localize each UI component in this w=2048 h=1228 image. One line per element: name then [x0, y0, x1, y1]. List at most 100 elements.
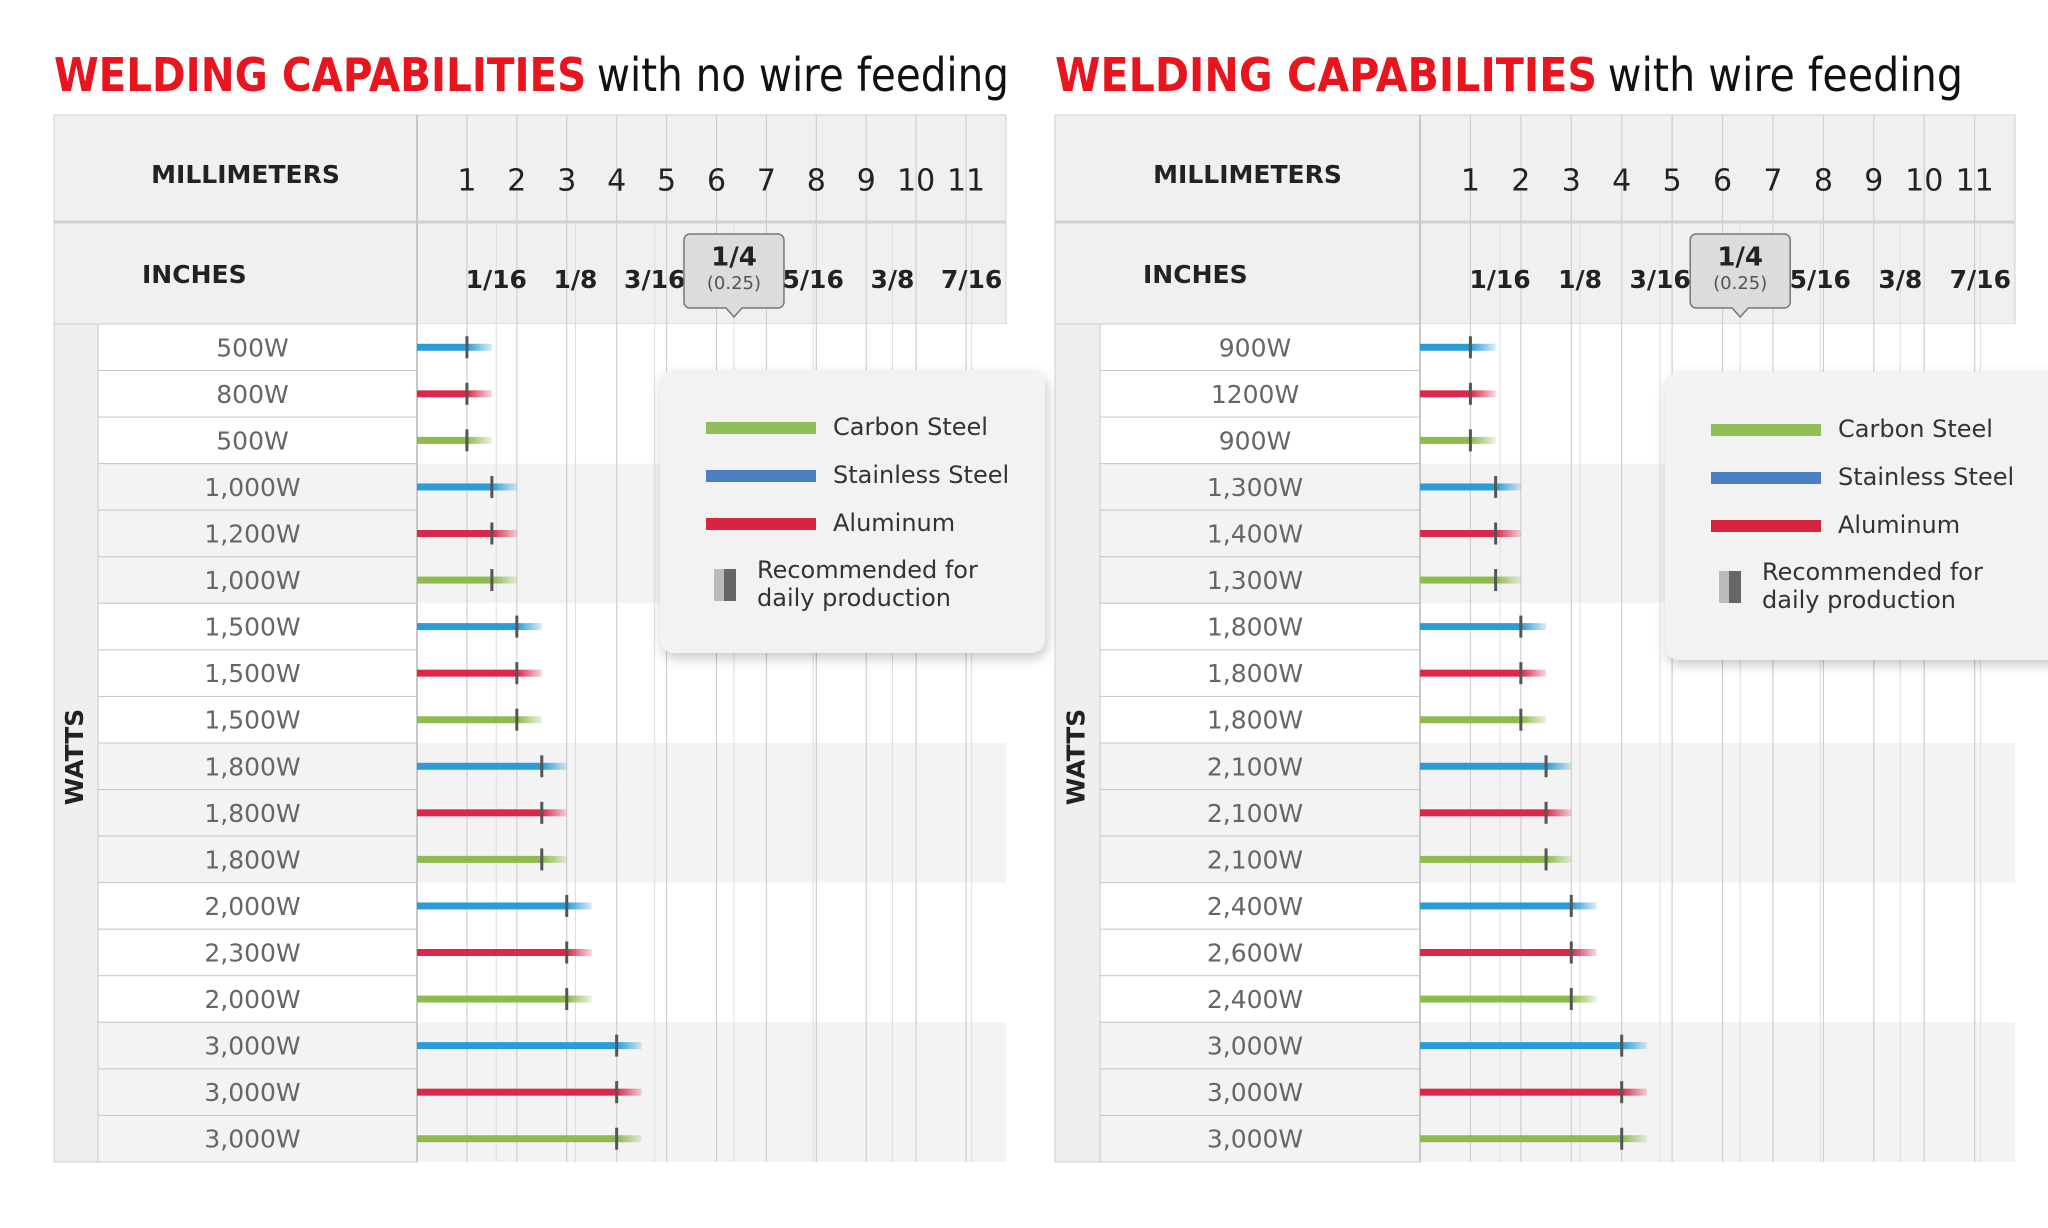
bar — [417, 995, 592, 1003]
recommended-tick — [515, 708, 519, 731]
row-label: 1,500W — [204, 659, 300, 688]
bar — [1420, 576, 1521, 584]
bar — [417, 530, 517, 537]
recommended-tick — [1544, 755, 1548, 778]
inch-tick-label: 1/16 — [1469, 265, 1530, 294]
recommended-tick — [490, 522, 494, 545]
row-label: 1,400W — [1207, 520, 1303, 549]
legend-swatch — [1711, 472, 1821, 484]
inch-tick-label: 7/16 — [1950, 265, 2011, 294]
legend-note: daily production — [1762, 586, 1956, 614]
recommended-tick — [1519, 615, 1523, 638]
recommended-tick — [1494, 522, 1498, 545]
watts-header: WATTS — [1062, 709, 1091, 806]
row-label-cell — [97, 602, 418, 651]
row-label: 1,800W — [204, 845, 300, 874]
bar — [417, 1088, 642, 1096]
inch-header: INCHES — [142, 260, 247, 289]
header-bg — [53, 114, 1007, 325]
bar — [1420, 762, 1572, 770]
recommended-tick — [465, 336, 469, 359]
mm-tick-label: 1 — [457, 164, 476, 199]
mm-tick-label: 9 — [857, 164, 876, 199]
recommended-tick — [465, 429, 469, 452]
row-label: 2,600W — [1207, 939, 1303, 968]
row-label: 1,300W — [1207, 473, 1303, 502]
row-label: 2,100W — [1207, 752, 1303, 781]
row-label: 3,000W — [1207, 1032, 1303, 1061]
recommended-tick — [1468, 429, 1472, 452]
legend-box — [660, 370, 1045, 653]
inch-tick-note: (0.25) — [707, 273, 761, 294]
mm-tick-label: 10 — [897, 164, 935, 199]
row-label: 2,100W — [1207, 799, 1303, 828]
watts-col — [53, 323, 99, 1163]
row-label: 1,800W — [1207, 659, 1303, 688]
inch-tick-label: 1/4 — [1717, 243, 1763, 273]
inch-tick-label: 3/8 — [870, 265, 914, 294]
recommended-tick — [615, 1127, 619, 1150]
row-label-cell — [97, 416, 418, 465]
row-label: 1,800W — [204, 799, 300, 828]
row-label-cell — [1099, 928, 1421, 977]
recommended-tick — [1569, 988, 1573, 1011]
row-label-cell — [97, 882, 418, 930]
mm-tick-label: 8 — [807, 164, 826, 199]
row-label-cell — [97, 556, 418, 604]
recommended-tick — [1620, 1127, 1624, 1150]
mm-tick-label: 2 — [507, 164, 526, 199]
row-label: 1,800W — [204, 752, 300, 781]
row-label: 2,000W — [204, 892, 300, 921]
recommended-tick — [490, 475, 494, 498]
mm-header: MILLIMETERS — [1153, 160, 1342, 189]
inch-tick-label: 3/8 — [1878, 265, 1922, 294]
bar — [417, 483, 517, 491]
bar — [417, 1042, 642, 1050]
recommended-tick — [1468, 336, 1472, 359]
bar — [1420, 716, 1547, 724]
mm-tick-label: 4 — [1612, 164, 1631, 199]
mm-tick-label: 10 — [1905, 164, 1943, 199]
title-rest: with wire feeding — [1608, 48, 1963, 102]
legend-note: Recommended for — [1762, 558, 1983, 586]
bar — [1420, 1135, 1647, 1143]
row-label-cell — [97, 975, 418, 1023]
mm-tick-label: 6 — [707, 164, 726, 199]
row-label: 900W — [1219, 426, 1291, 455]
recommended-tick — [465, 382, 469, 405]
bar — [1420, 669, 1547, 677]
inch-tick-label: 7/16 — [941, 265, 1002, 294]
legend-note: Recommended for — [757, 556, 978, 584]
bar — [1420, 436, 1496, 444]
row-label: 3,000W — [1207, 1125, 1303, 1154]
mm-tick-label: 6 — [1713, 164, 1732, 199]
row-label: 500W — [216, 333, 288, 362]
recommended-tick — [1494, 475, 1498, 498]
recommended-tick — [540, 755, 544, 778]
bar — [1420, 1042, 1647, 1050]
recommended-tick — [1494, 569, 1498, 592]
recommended-tick — [1569, 941, 1573, 964]
bar — [417, 623, 542, 631]
legend-marker-icon-dark — [724, 569, 736, 601]
row-label: 3,000W — [1207, 1078, 1303, 1107]
recommended-tick — [615, 1081, 619, 1104]
bar — [417, 576, 517, 584]
row-label: 800W — [216, 380, 288, 409]
bar — [417, 809, 567, 817]
legend-label: Carbon Steel — [1838, 415, 1993, 443]
inch-tick-label: 3/16 — [624, 265, 685, 294]
row-label-cell — [1099, 556, 1421, 604]
row-label: 500W — [216, 426, 288, 455]
recommended-tick — [565, 988, 569, 1011]
mm-tick-label: 4 — [607, 164, 626, 199]
legend-note: daily production — [757, 584, 951, 612]
bar — [1420, 995, 1597, 1003]
mm-tick-label: 11 — [947, 164, 985, 199]
bar — [417, 716, 542, 724]
row-label: 2,400W — [1207, 892, 1303, 921]
row-label: 2,100W — [1207, 845, 1303, 874]
title-highlight: WELDING CAPABILITIES — [54, 48, 586, 102]
inch-tick-label: 1/8 — [554, 265, 598, 294]
row-label: 1,500W — [204, 613, 300, 642]
